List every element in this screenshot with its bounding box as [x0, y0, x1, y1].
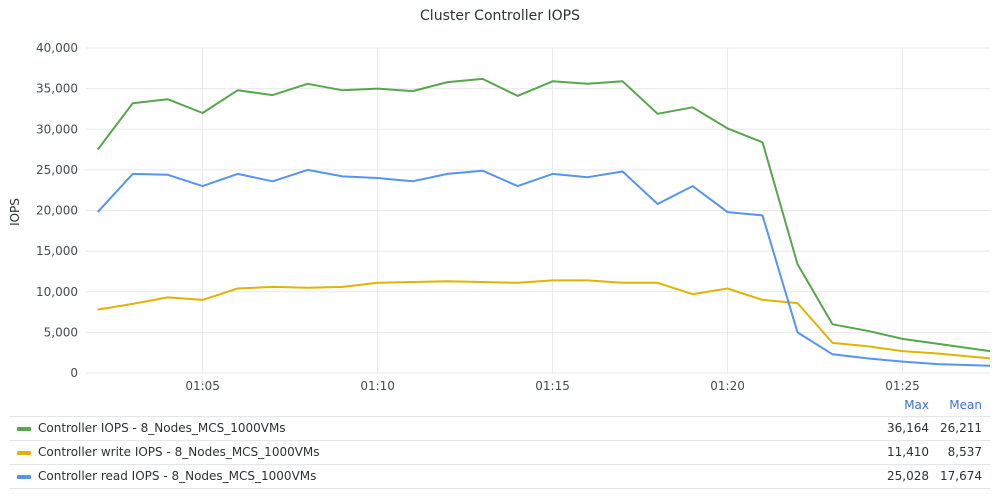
legend-swatch [17, 475, 31, 479]
legend-series-name[interactable]: Controller read IOPS - 8_Nodes_MCS_1000V… [38, 469, 317, 483]
chart-plot-area[interactable]: 0 5,000 10,000 15,000 20,000 25,000 30,000 35,0… [0, 0, 1000, 400]
legend-max-value: 25,028 [887, 469, 929, 483]
legend-header-max[interactable]: Max [904, 398, 929, 412]
legend: Controller IOPS - 8_Nodes_MCS_1000VMs 36… [9, 416, 991, 489]
legend-header: Max Mean [0, 398, 1000, 416]
y-tick-label: 5,000 [44, 325, 78, 339]
y-tick-label: 10,000 [36, 285, 78, 299]
series-lines [96, 77, 991, 367]
legend-max-value: 36,164 [887, 421, 929, 435]
y-tick-label: 35,000 [36, 82, 78, 96]
y-tick-label: 0 [70, 366, 78, 380]
y-tick-label: 30,000 [36, 122, 78, 136]
x-axis-ticks: 01:05 01:10 01:15 01:20 01:25 [185, 379, 919, 393]
legend-row-controller-iops[interactable]: Controller IOPS - 8_Nodes_MCS_1000VMs 36… [9, 416, 991, 440]
legend-swatch [17, 427, 31, 431]
legend-header-mean[interactable]: Mean [949, 398, 982, 412]
legend-series-name[interactable]: Controller write IOPS - 8_Nodes_MCS_1000… [38, 445, 320, 459]
y-tick-label: 40,000 [36, 41, 78, 55]
legend-mean-value: 8,537 [947, 445, 982, 459]
gridlines [86, 47, 990, 374]
y-axis-ticks: 0 5,000 10,000 15,000 20,000 25,000 30,000 35,0… [36, 41, 78, 380]
legend-swatch [17, 451, 31, 455]
series-line-2[interactable] [96, 168, 991, 367]
legend-row-controller-read-iops[interactable]: Controller read IOPS - 8_Nodes_MCS_1000V… [9, 464, 991, 489]
legend-series-name[interactable]: Controller IOPS - 8_Nodes_MCS_1000VMs [38, 421, 286, 435]
series-line-0[interactable] [96, 77, 991, 353]
x-tick-label: 01:25 [885, 379, 920, 393]
y-tick-label: 25,000 [36, 163, 78, 177]
chart-title: Cluster Controller IOPS [420, 8, 580, 24]
legend-mean-value: 26,211 [940, 421, 982, 435]
legend-row-controller-write-iops[interactable]: Controller write IOPS - 8_Nodes_MCS_1000… [9, 440, 991, 464]
x-tick-label: 01:20 [710, 379, 745, 393]
legend-mean-value: 17,674 [940, 469, 982, 483]
x-tick-label: 01:15 [535, 379, 570, 393]
y-tick-label: 15,000 [36, 244, 78, 258]
x-tick-label: 01:10 [360, 379, 395, 393]
x-tick-label: 01:05 [185, 379, 220, 393]
y-axis-title: IOPS [8, 198, 22, 226]
series-line-1[interactable] [97, 279, 991, 360]
legend-max-value: 11,410 [887, 445, 929, 459]
y-tick-label: 20,000 [36, 204, 78, 218]
